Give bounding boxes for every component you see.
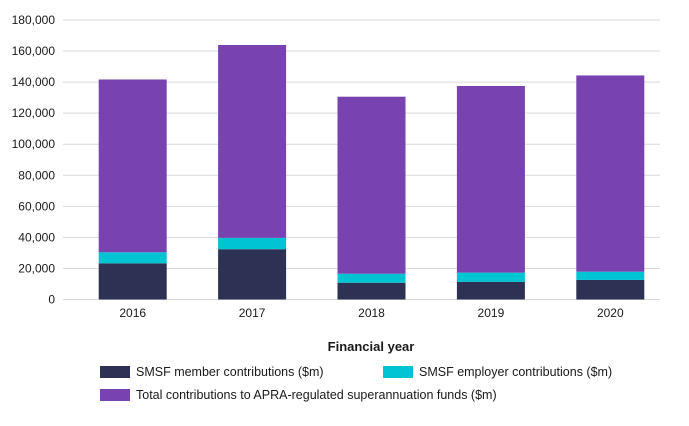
x-tick-label: 2017 xyxy=(239,306,266,320)
x-tick-label: 2019 xyxy=(478,306,505,320)
bar-2020-series-0 xyxy=(576,279,645,300)
bars xyxy=(98,44,645,300)
y-tick-label: 40,000 xyxy=(18,230,55,244)
y-tick-label: 140,000 xyxy=(12,75,56,89)
y-tick-label: 60,000 xyxy=(18,199,55,213)
bar-2020-series-1 xyxy=(576,271,645,280)
legend-swatch-employer xyxy=(383,366,413,378)
bar-2018-series-2 xyxy=(337,96,406,274)
bar-2017-series-2 xyxy=(218,44,287,238)
y-tick-label: 0 xyxy=(48,293,55,307)
y-tick-label: 160,000 xyxy=(12,44,56,58)
bar-2017-series-1 xyxy=(218,237,287,250)
legend-item-member: SMSF member contributions ($m) xyxy=(100,365,324,379)
legend-item-employer: SMSF employer contributions ($m) xyxy=(383,365,612,379)
bar-2016-series-1 xyxy=(98,252,167,264)
y-tick-label: 100,000 xyxy=(12,137,56,151)
legend-label-member: SMSF member contributions ($m) xyxy=(136,365,324,379)
bar-2017-series-0 xyxy=(218,249,287,300)
y-tick-label: 80,000 xyxy=(18,168,55,182)
x-tick-label: 2020 xyxy=(597,306,624,320)
legend-item-apra-total: Total contributions to APRA-regulated su… xyxy=(100,388,497,402)
bar-2016-series-2 xyxy=(98,79,167,253)
bar-2018-series-1 xyxy=(337,273,406,283)
bar-2016-series-0 xyxy=(98,263,167,300)
y-tick-label: 120,000 xyxy=(12,106,56,120)
legend-swatch-apra-total xyxy=(100,389,130,401)
x-tick-label: 2018 xyxy=(358,306,385,320)
bar-2020-series-2 xyxy=(576,75,645,272)
legend-label-apra-total: Total contributions to APRA-regulated su… xyxy=(136,388,497,402)
x-tick-label: 2016 xyxy=(119,306,146,320)
x-axis-tick-labels: 2016 2017 2018 2019 2020 xyxy=(119,306,624,320)
legend-swatch-member xyxy=(100,366,130,378)
bar-2019-series-0 xyxy=(456,281,525,300)
y-tick-label: 20,000 xyxy=(18,261,55,275)
bar-2019-series-2 xyxy=(456,85,525,273)
x-axis-title: Financial year xyxy=(328,339,415,354)
y-tick-label: 180,000 xyxy=(12,13,56,27)
bar-2019-series-1 xyxy=(456,272,525,282)
bar-2018-series-0 xyxy=(337,282,406,300)
legend-label-employer: SMSF employer contributions ($m) xyxy=(419,365,613,379)
y-axis-tick-labels: 0 20,000 40,000 60,000 80,000 100,000 120,000 1… xyxy=(12,13,56,307)
